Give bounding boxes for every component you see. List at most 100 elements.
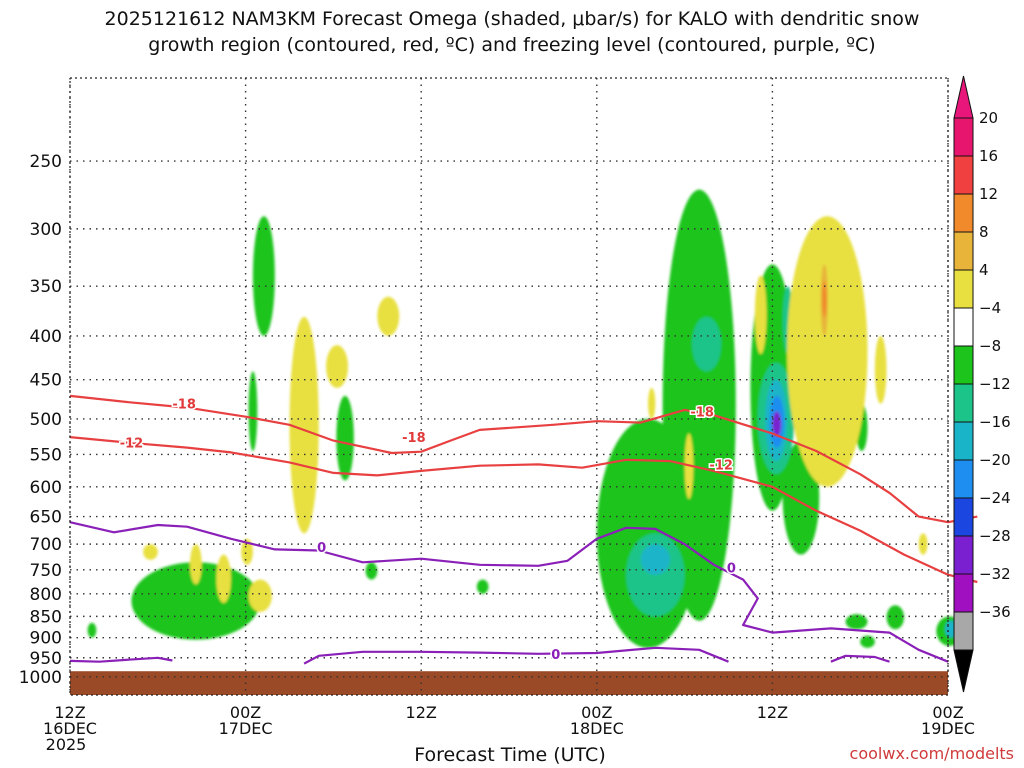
y-tick-label: 250 — [30, 152, 62, 172]
colorbar-label: −16 — [979, 413, 1011, 431]
colorbar-swatch — [953, 117, 974, 157]
omega-shaded-region — [860, 635, 875, 648]
y-tick-label: 900 — [30, 629, 62, 649]
omega-shaded-region — [336, 395, 354, 481]
dendritic-growth-contour — [69, 436, 978, 584]
x-tick-label: 00Z — [932, 703, 963, 722]
colorbar-label: 20 — [979, 109, 998, 127]
contour-label: 0 — [551, 648, 560, 663]
contour-label: -12 — [709, 458, 733, 473]
y-tick-label: 650 — [30, 508, 62, 528]
colorbar-label: −32 — [979, 565, 1011, 583]
colorbar-label: −12 — [979, 375, 1011, 393]
colorbar-swatch — [953, 345, 974, 385]
colorbar-swatch — [953, 573, 974, 613]
y-tick-label: 400 — [30, 327, 62, 347]
omega-shaded-region — [640, 544, 670, 575]
colorbar-swatch — [953, 459, 974, 499]
colorbar-label: 16 — [979, 147, 998, 165]
omega-shaded-region — [289, 316, 319, 534]
colorbar-label: −28 — [979, 527, 1011, 545]
colorbar-label: −36 — [979, 603, 1011, 621]
colorbar-swatch — [953, 231, 974, 271]
colorbar-label: −8 — [979, 337, 1001, 355]
x-tick-label: 16DEC — [43, 719, 97, 738]
colorbar-label: 8 — [979, 223, 989, 241]
dendritic-growth-contour — [69, 394, 978, 524]
source-credit: coolwx.com/modelts — [849, 744, 1014, 763]
contour-label: -12 — [120, 437, 144, 452]
y-tick-label: 550 — [30, 445, 62, 465]
omega-shaded-region — [754, 275, 767, 355]
x-tick-label: 18DEC — [570, 719, 624, 738]
x-tick-label: 12Z — [54, 703, 85, 722]
contour-label: 0 — [727, 561, 736, 576]
freezing-level-contour — [303, 646, 729, 665]
y-tick-label: 600 — [30, 478, 62, 498]
colorbar-label: −20 — [979, 451, 1011, 469]
y-tick-label: 300 — [30, 220, 62, 240]
omega-shaded-region — [845, 614, 868, 630]
omega-shaded-region — [787, 216, 868, 487]
y-tick-label: 750 — [30, 561, 62, 581]
colorbar-label: −24 — [979, 489, 1011, 507]
plot-frame — [69, 77, 949, 696]
y-tick-label: 850 — [30, 607, 62, 627]
omega-shaded-region — [248, 579, 272, 612]
colorbar-swatch — [953, 611, 974, 651]
colorbar-swatch — [953, 193, 974, 233]
colorbar-top-arrow — [953, 75, 974, 119]
omega-shaded-region — [476, 579, 489, 594]
omega-shaded-region — [662, 189, 736, 621]
freezing-level-contour — [830, 654, 890, 663]
omega-shaded-region — [248, 371, 258, 452]
contour-label: -18 — [690, 405, 714, 420]
colorbar-swatch — [953, 155, 974, 195]
omega-shaded-region — [822, 280, 827, 317]
y-tick-label: 1000 — [19, 668, 62, 688]
freezing-level-contour — [69, 656, 173, 663]
omega-shaded-region — [241, 538, 253, 565]
colorbar-swatch — [953, 383, 974, 423]
colorbar-label: 4 — [979, 261, 989, 279]
omega-shaded-region — [886, 605, 905, 630]
omega-shaded-region — [918, 533, 928, 555]
y-tick-label: 450 — [30, 371, 62, 391]
colorbar-swatch — [953, 535, 974, 575]
colorbar-swatch — [953, 497, 974, 537]
x-tick-label: 00Z — [230, 703, 261, 722]
omega-shaded-region — [326, 345, 349, 388]
omega-shaded-region — [216, 554, 231, 604]
surface-terrain-band — [70, 671, 948, 695]
x-tick-label: 12Z — [406, 703, 437, 722]
y-tick-label: 800 — [30, 585, 62, 605]
x-tick-label: 2025 — [46, 735, 87, 754]
y-tick-label: 700 — [30, 535, 62, 555]
omega-shaded-region — [874, 335, 887, 404]
y-tick-label: 950 — [30, 649, 62, 669]
omega-shaded-region — [87, 622, 97, 638]
colorbar-swatch — [953, 269, 974, 309]
x-tick-label: 12Z — [757, 703, 788, 722]
chart-title-line-2: growth region (contoured, red, ºC) and f… — [148, 34, 876, 56]
freezing-level-contour — [69, 521, 949, 663]
colorbar-label: −4 — [979, 299, 1001, 317]
colorbar-label: 12 — [979, 185, 998, 203]
omega-shaded-region — [252, 216, 275, 336]
y-tick-label: 500 — [30, 410, 62, 430]
colorbar-bottom-arrow — [953, 649, 974, 693]
colorbar-swatch — [953, 307, 974, 347]
omega-shaded-region — [691, 316, 722, 372]
omega-shaded-region — [143, 544, 158, 560]
x-tick-label: 17DEC — [219, 719, 273, 738]
colorbar-swatch — [953, 421, 974, 461]
contour-label: 0 — [317, 541, 326, 556]
x-axis-title: Forecast Time (UTC) — [414, 744, 606, 766]
omega-shaded-region — [365, 562, 378, 580]
x-tick-label: 19DEC — [921, 719, 975, 738]
chart-title-line-1: 2025121612 NAM3KM Forecast Omega (shaded… — [104, 8, 920, 30]
omega-shaded-region — [189, 544, 202, 585]
omega-shaded-region — [648, 387, 656, 419]
omega-shaded-region — [377, 296, 400, 336]
contour-label: -18 — [402, 431, 426, 446]
